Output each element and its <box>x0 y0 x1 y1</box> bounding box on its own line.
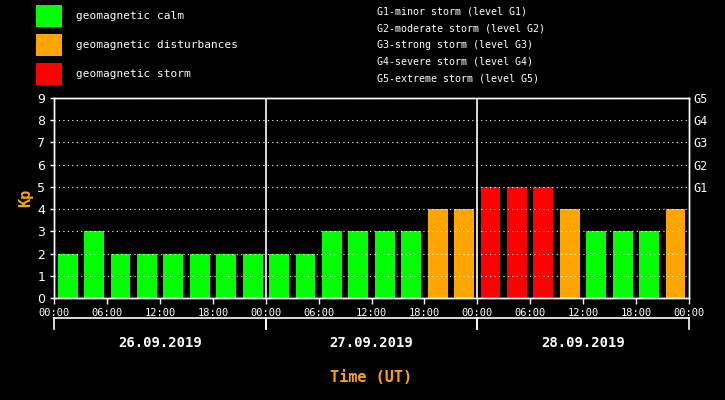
Bar <box>36 34 62 56</box>
Y-axis label: Kp: Kp <box>18 189 33 207</box>
Text: G3-strong storm (level G3): G3-strong storm (level G3) <box>377 40 533 50</box>
Text: G2-moderate storm (level G2): G2-moderate storm (level G2) <box>377 23 545 33</box>
Text: Time (UT): Time (UT) <box>331 370 413 386</box>
Bar <box>269 254 289 298</box>
Text: 27.09.2019: 27.09.2019 <box>330 336 413 350</box>
Bar <box>507 187 527 298</box>
Bar <box>243 254 262 298</box>
Text: G4-severe storm (level G4): G4-severe storm (level G4) <box>377 57 533 67</box>
Text: 26.09.2019: 26.09.2019 <box>118 336 202 350</box>
Text: geomagnetic calm: geomagnetic calm <box>76 11 184 21</box>
Bar <box>666 209 685 298</box>
Bar <box>349 231 368 298</box>
Bar <box>36 5 62 27</box>
Bar <box>163 254 183 298</box>
Bar <box>36 63 62 85</box>
Bar <box>402 231 421 298</box>
Text: geomagnetic disturbances: geomagnetic disturbances <box>76 40 238 50</box>
Bar <box>587 231 606 298</box>
Bar <box>216 254 236 298</box>
Text: geomagnetic storm: geomagnetic storm <box>76 69 191 79</box>
Bar <box>375 231 394 298</box>
Bar <box>534 187 553 298</box>
Bar <box>84 231 104 298</box>
Bar <box>322 231 341 298</box>
Bar <box>454 209 474 298</box>
Bar <box>296 254 315 298</box>
Bar <box>110 254 130 298</box>
Bar <box>58 254 78 298</box>
Bar <box>137 254 157 298</box>
Bar <box>190 254 210 298</box>
Text: G1-minor storm (level G1): G1-minor storm (level G1) <box>377 7 527 17</box>
Bar <box>613 231 633 298</box>
Bar <box>481 187 500 298</box>
Bar <box>428 209 447 298</box>
Text: 28.09.2019: 28.09.2019 <box>541 336 625 350</box>
Text: G5-extreme storm (level G5): G5-extreme storm (level G5) <box>377 73 539 83</box>
Bar <box>560 209 580 298</box>
Bar <box>639 231 659 298</box>
